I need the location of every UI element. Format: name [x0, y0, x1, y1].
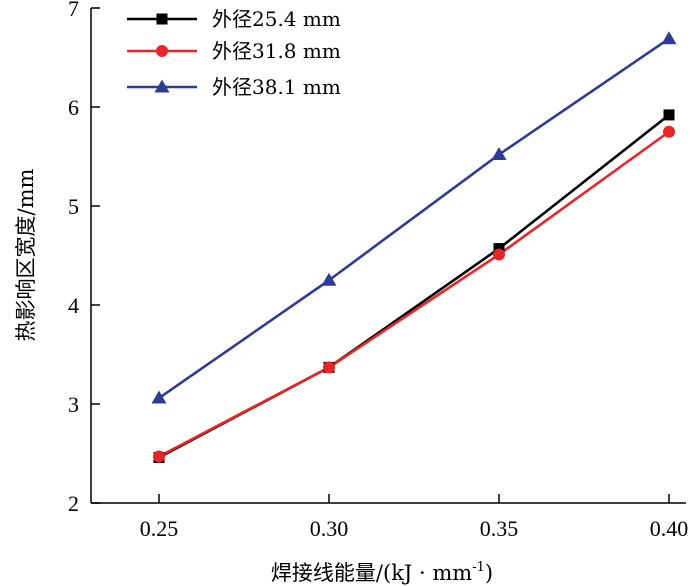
x-tick-label: 0.30	[310, 516, 349, 541]
y-tick-label: 7	[68, 0, 79, 21]
y-axis-title: 热影响区宽度/mm	[14, 168, 38, 341]
series-lines	[158, 37, 670, 459]
data-point-series-2	[323, 361, 335, 374]
series-markers	[151, 31, 677, 463]
axis-ticks	[91, 7, 670, 504]
series-line-3	[158, 37, 670, 400]
legend-entry: 外径31.8 mm	[127, 39, 341, 63]
y-tick-label: 3	[68, 392, 79, 417]
series-line-2	[158, 130, 670, 458]
y-tick-label: 6	[68, 95, 79, 120]
data-point-series-2	[493, 248, 505, 261]
legend-marker	[154, 79, 170, 93]
x-tick-label: 0.40	[650, 516, 689, 541]
data-point-series-3	[321, 272, 337, 286]
y-tick-label: 4	[68, 293, 79, 318]
data-point-series-2	[153, 450, 165, 463]
x-axis-title-superscript: -1	[472, 560, 485, 575]
legend-entry: 外径25.4 mm	[127, 7, 341, 31]
data-point-series-3	[661, 31, 677, 45]
legend-label: 外径25.4 mm	[212, 7, 341, 31]
legend-marker	[156, 45, 168, 57]
legend-marker	[156, 13, 168, 25]
data-point-series-2	[663, 125, 675, 138]
legend-entry: 外径38.1 mm	[127, 75, 341, 99]
x-axis-title-close: )	[485, 561, 493, 585]
x-axis-title: 焊接线能量/(kJ · mm-1)	[271, 560, 493, 585]
x-tick-label: 0.25	[140, 516, 179, 541]
data-point-series-3	[151, 390, 167, 404]
y-tick-label: 5	[68, 194, 79, 219]
axis-tick-labels: 2 3 4 5 6 7 0.25 0.30 0.35 0.40	[68, 0, 688, 541]
data-point-series-3	[491, 147, 507, 161]
x-axis-title-main: 焊接线能量/(kJ · mm	[271, 561, 472, 585]
legend-label: 外径31.8 mm	[212, 39, 341, 63]
legend: 外径25.4 mm 外径31.8 mm 外径38.1 mm	[127, 7, 341, 99]
legend-label: 外径38.1 mm	[212, 75, 341, 99]
y-tick-label: 2	[68, 491, 79, 516]
x-tick-label: 0.35	[480, 516, 519, 541]
data-point-series-1	[663, 109, 675, 121]
series-line-1	[158, 113, 670, 459]
